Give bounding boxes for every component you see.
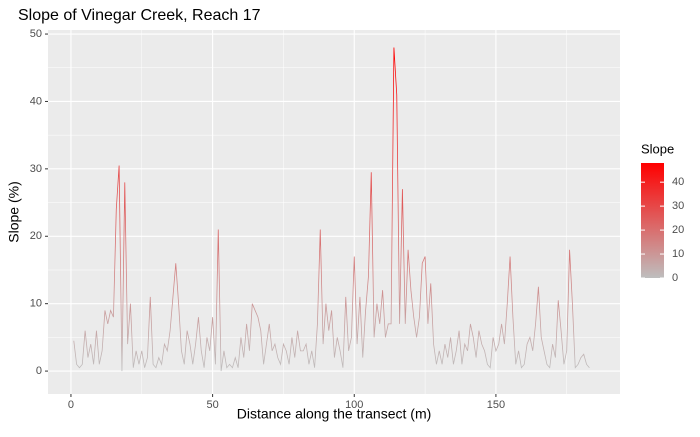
y-tick-label: 20	[30, 230, 42, 242]
x-tick-label: 50	[206, 399, 218, 411]
y-tick-label: 30	[30, 163, 42, 175]
x-tick-label: 150	[487, 399, 505, 411]
colorbar	[641, 163, 664, 278]
plot-background	[48, 30, 620, 394]
y-axis-label: Slope (%)	[6, 181, 22, 242]
chart-title: Slope of Vinegar Creek, Reach 17	[18, 7, 261, 24]
colorbar-label: 30	[672, 200, 684, 212]
x-tick-label: 0	[68, 399, 74, 411]
colorbar-label: 10	[672, 248, 684, 260]
y-tick-label: 0	[36, 365, 42, 377]
slope-line	[73, 47, 590, 372]
colorbar-label: 0	[672, 272, 678, 284]
colorbar-label: 40	[672, 176, 684, 188]
y-tick-label: 50	[30, 28, 42, 40]
colorbar-label: 20	[672, 224, 684, 236]
y-tick-label: 10	[30, 298, 42, 310]
legend-title: Slope	[641, 141, 674, 156]
x-tick-label: 100	[345, 399, 363, 411]
y-tick-label: 40	[30, 95, 42, 107]
x-axis-label: Distance along the transect (m)	[237, 406, 432, 422]
